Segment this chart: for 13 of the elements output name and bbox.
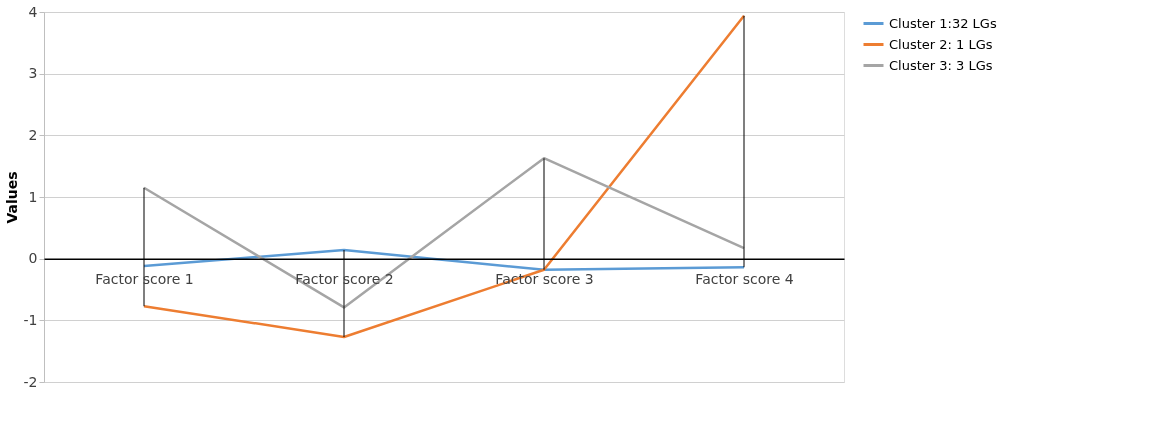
legend-label: Cluster 3: 3 LGs — [889, 57, 993, 73]
x-tick-label: Factor score 4 — [695, 271, 794, 288]
y-tick-label: 3 — [28, 65, 38, 82]
y-tick-label: 0 — [28, 250, 38, 267]
y-tick-label: 1 — [28, 188, 38, 205]
line-series — [142, 248, 746, 272]
y-tick-label: 4 — [28, 3, 38, 20]
y-axis-title: Values — [3, 171, 20, 224]
legend-label: Cluster 2: 1 LGs — [889, 36, 993, 52]
y-tick-label: 2 — [28, 126, 38, 143]
y-tick-label: -1 — [23, 311, 38, 328]
legend-label: Cluster 1:32 LGs — [889, 15, 997, 31]
y-tick-label: -2 — [23, 373, 38, 390]
